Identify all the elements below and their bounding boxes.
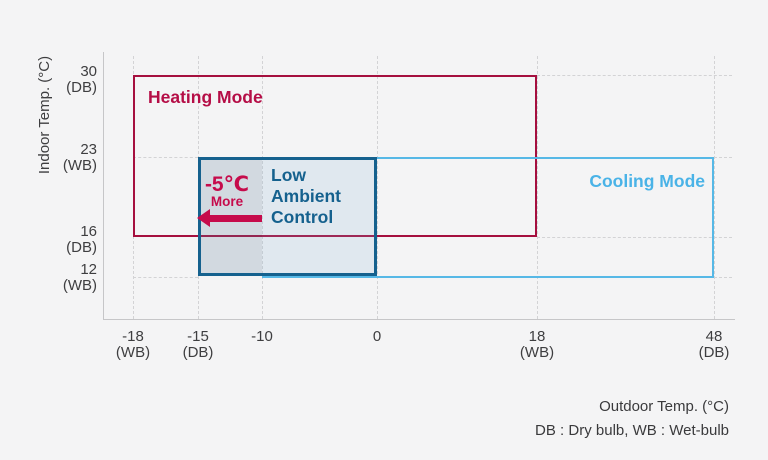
x-tick-48: 48 (DB) xyxy=(682,329,746,361)
y-tick-value: 16 xyxy=(80,223,97,240)
gridline-v xyxy=(262,56,263,319)
x-tick-minus15: -15 (DB) xyxy=(166,329,230,361)
gridline-v xyxy=(377,56,378,319)
y-tick-16db: 16 (DB) xyxy=(30,224,97,255)
more-annotation: More xyxy=(210,194,244,209)
left-arrow-icon xyxy=(209,215,262,222)
x-tick-bulb: (WB) xyxy=(519,344,555,361)
y-tick-bulb: (WB) xyxy=(62,276,97,294)
low-ambient-overlap-fill xyxy=(262,160,374,273)
x-tick-18: 18 (WB) xyxy=(505,329,569,361)
x-tick-value: -18 xyxy=(122,328,144,345)
gridline-h xyxy=(537,75,732,76)
y-axis-title: Indoor Temp. (°C) xyxy=(36,55,53,175)
left-arrow-head-icon xyxy=(197,209,210,227)
cooling-mode-range-box xyxy=(262,157,714,278)
y-tick-bulb: (WB) xyxy=(62,156,97,174)
cooling-mode-label: Cooling Mode xyxy=(589,171,705,191)
gridline-v xyxy=(714,56,715,319)
y-tick-bulb: (DB) xyxy=(66,78,97,96)
gridline-h xyxy=(714,277,732,278)
y-tick-30db: 30 (DB) xyxy=(30,64,97,95)
y-tick-bulb: (DB) xyxy=(66,238,97,256)
gridline-h xyxy=(714,157,732,158)
x-axis-line xyxy=(103,319,735,320)
x-tick-0: 0 xyxy=(345,329,409,345)
y-tick-value: 23 xyxy=(80,141,97,158)
x-tick-value: 48 xyxy=(705,328,723,345)
heating-mode-range-box xyxy=(133,75,537,237)
gridline-v xyxy=(537,56,538,319)
minus-5c-annotation: -5℃ xyxy=(204,173,250,196)
x-tick-minus10: -10 xyxy=(230,329,294,345)
x-tick-minus18: -18 (WB) xyxy=(101,329,165,361)
y-tick-12wb: 12 (WB) xyxy=(30,262,97,293)
x-tick-bulb: (DB) xyxy=(182,344,214,361)
bulb-legend-note: DB : Dry bulb, WB : Wet-bulb xyxy=(535,422,729,439)
x-tick-value: -15 xyxy=(187,328,209,345)
y-tick-23wb: 23 (WB) xyxy=(30,142,97,173)
x-tick-bulb: (WB) xyxy=(115,344,151,361)
y-tick-value: 12 xyxy=(80,261,97,278)
x-tick-value: 18 xyxy=(528,328,546,345)
x-axis-title: Outdoor Temp. (°C) xyxy=(599,398,729,415)
gridline-h xyxy=(537,237,732,238)
x-tick-bulb: (DB) xyxy=(698,344,730,361)
y-tick-value: 30 xyxy=(80,63,97,80)
x-tick-value: -10 xyxy=(251,328,273,345)
gridline-h xyxy=(133,157,198,158)
low-ambient-control-label: Low Ambient Control xyxy=(271,165,341,227)
gridline-h xyxy=(133,277,198,278)
heating-mode-label: Heating Mode xyxy=(148,87,263,107)
y-axis-line xyxy=(103,52,104,319)
x-tick-value: 0 xyxy=(372,328,382,345)
